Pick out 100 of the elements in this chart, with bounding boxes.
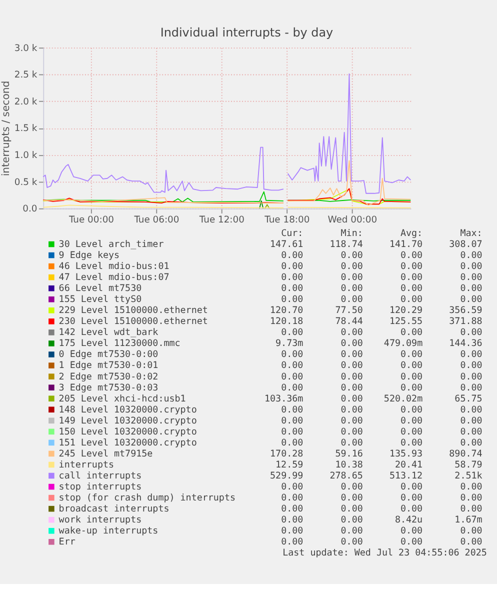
text: 0.00 xyxy=(281,536,304,548)
text: Cur: xyxy=(281,228,304,239)
text: 890.74 xyxy=(449,448,483,460)
legend-label: stop interrupts xyxy=(58,482,142,493)
text: 9.73m xyxy=(276,338,304,350)
y-tick-label: 1.0 k xyxy=(14,150,38,162)
legend-label: stop (for crash dump) interrupts xyxy=(58,492,236,504)
text: 0.00 xyxy=(281,360,304,372)
legend-label: 0 Edge mt7530-0:00 xyxy=(58,349,158,360)
legend-label: interrupts xyxy=(58,459,114,470)
chart-title: Individual interrupts - by day xyxy=(160,26,334,40)
legend-label: 230 Level 15100000.ethernet xyxy=(58,316,208,328)
text: 0.00 xyxy=(340,382,363,394)
text: 0.00 xyxy=(281,283,304,294)
text: 0.00 xyxy=(400,349,423,360)
text: 0.00 xyxy=(281,272,304,284)
text: 0.00 xyxy=(281,327,304,338)
text: 0.00 xyxy=(460,250,482,262)
text: 0.00 xyxy=(460,382,482,394)
text: 278.65 xyxy=(330,470,363,482)
legend-label: 46 Level mdio-bus:01 xyxy=(58,261,170,272)
text: 0.00 xyxy=(281,404,304,416)
y-axis-title: interrupts / second xyxy=(0,80,12,176)
text: 0.00 xyxy=(400,426,423,438)
text: 0.00 xyxy=(460,504,482,515)
text: 0.00 xyxy=(340,482,363,493)
text: 356.59 xyxy=(449,305,482,316)
text: 0.00 xyxy=(281,514,304,526)
text: 0.00 xyxy=(281,504,304,515)
text: 0.00 xyxy=(340,526,363,537)
text: 0.00 xyxy=(460,360,482,372)
text: 513.12 xyxy=(389,470,423,482)
text: 0.00 xyxy=(281,349,304,360)
text: 0.00 xyxy=(400,404,423,416)
text: 0.00 xyxy=(460,526,482,537)
legend-label: 66 Level mt7530 xyxy=(58,283,142,294)
y-tick-label: 2.0 k xyxy=(14,96,38,108)
text: 0.00 xyxy=(400,415,423,426)
text: 0.00 xyxy=(340,272,363,284)
legend-label: broadcast interrupts xyxy=(58,504,170,515)
text: 125.55 xyxy=(389,316,423,328)
text: 0.00 xyxy=(281,482,304,493)
text: 0.00 xyxy=(340,504,363,515)
text: 0.00 xyxy=(400,327,423,338)
text: 0.00 xyxy=(281,415,304,426)
legend-label: 150 Level 10320000.crypto xyxy=(58,426,197,438)
text: 0.00 xyxy=(281,261,304,272)
text: 0.00 xyxy=(400,261,423,272)
y-tick-label: 1.5 k xyxy=(14,123,38,134)
x-tick-label: Tue 06:00 xyxy=(133,214,180,226)
legend-label: 205 Level xhci-hcd:usb1 xyxy=(58,393,186,404)
text: 0.00 xyxy=(460,415,482,426)
text: 0.00 xyxy=(400,382,423,394)
text: 120.18 xyxy=(270,316,304,328)
text: 0.00 xyxy=(400,437,423,448)
text: 0.00 xyxy=(281,371,304,382)
text: 0.00 xyxy=(400,504,423,515)
text: 118.74 xyxy=(330,238,364,250)
legend-label: 149 Level 10320000.crypto xyxy=(58,415,197,426)
text: 0.00 xyxy=(281,437,304,448)
text: 0.00 xyxy=(281,382,304,394)
text: 0.00 xyxy=(281,492,304,504)
text: 0.00 xyxy=(340,514,363,526)
text: 12.59 xyxy=(276,459,304,470)
text: Last update: Wed Jul 23 04:55:06 2025 xyxy=(282,548,487,559)
legend-label: 3 Edge mt7530-0:03 xyxy=(58,382,158,394)
text: Min: xyxy=(340,228,363,239)
text: 0.00 xyxy=(340,338,363,350)
legend-label: 2 Edge mt7530-0:02 xyxy=(58,371,158,382)
legend-label: 175 Level 11230000.mmc xyxy=(58,338,180,350)
text: 0.00 xyxy=(340,393,363,404)
legend-label: wake-up interrupts xyxy=(58,526,158,537)
text: 0.00 xyxy=(340,349,363,360)
text: 0.00 xyxy=(460,492,482,504)
text: 0.00 xyxy=(460,482,482,493)
text: 0.00 xyxy=(400,526,423,537)
legend-label: 151 Level 10320000.crypto xyxy=(58,437,197,448)
text: 0.00 xyxy=(340,415,363,426)
legend-label: 47 Level mdio-bus:07 xyxy=(58,272,170,284)
text: 10.38 xyxy=(335,459,363,470)
legend-label: 155 Level ttyS0 xyxy=(58,294,142,306)
text: 0.00 xyxy=(460,536,482,548)
legend-label: call interrupts xyxy=(58,470,142,482)
text: 120.29 xyxy=(389,305,423,316)
text: 0.00 xyxy=(400,371,423,382)
text: 529.99 xyxy=(270,470,304,482)
text: 65.75 xyxy=(454,393,482,404)
text: 103.36m xyxy=(264,393,304,404)
text: 0.00 xyxy=(400,250,423,262)
y-tick-label: 3.0 k xyxy=(14,42,38,54)
text: Avg: xyxy=(400,228,423,239)
text: 0.00 xyxy=(340,437,363,448)
text: 0.00 xyxy=(460,261,482,272)
x-tick-label: Wed 00:00 xyxy=(328,214,378,226)
text: 0.00 xyxy=(340,492,363,504)
text: 0.00 xyxy=(340,283,363,294)
text: 0.00 xyxy=(400,272,423,284)
text: 0.00 xyxy=(340,294,363,306)
legend-label: 245 Level mt7915e xyxy=(58,448,153,460)
text: 77.50 xyxy=(335,305,363,316)
